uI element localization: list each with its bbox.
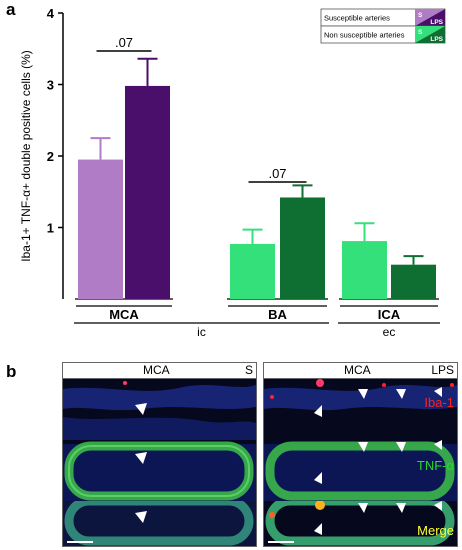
bars (78, 57, 436, 300)
arrowhead-icon (314, 405, 322, 417)
arrowhead-icon (314, 523, 322, 535)
panel-b-label: b (6, 362, 17, 381)
bar-ba-saline (230, 243, 275, 299)
significance-label: .07 (115, 35, 133, 50)
arrowhead-icon (135, 511, 147, 523)
legend-s-label: S (418, 12, 423, 19)
channel-label-merge: Merge (417, 523, 454, 538)
strip-iba1 (264, 379, 457, 440)
bar-chart: 1 2 3 4 Iba-1+ TNF-α+ double positive cells … (19, 6, 446, 339)
y-tick-label: 2 (47, 149, 54, 164)
arrowhead-icon (434, 501, 442, 511)
labels: MCA BA ICA .07 .07 ic ec (74, 35, 440, 339)
bar-mca-lps (125, 85, 170, 300)
legend-label: Non susceptible arteries (324, 31, 405, 40)
arrowhead-icon (135, 403, 147, 415)
bar-ba-lps (280, 197, 325, 299)
region-label: ec (383, 325, 396, 339)
bar-mca-saline (78, 159, 123, 299)
legend-s-label: S (418, 29, 423, 36)
strip-tnf (63, 440, 256, 501)
bar-ica-lps (391, 264, 436, 299)
channel-label-tnf: TNF-α (416, 458, 454, 473)
group-label: ICA (378, 307, 401, 322)
legend-lps-label: LPS (430, 36, 443, 43)
channel-label-iba1: Iba-1 (424, 395, 454, 410)
bar-ica-saline (342, 241, 387, 299)
legend-lps-label: LPS (430, 19, 443, 26)
strip-merge (264, 501, 457, 546)
micrograph-saline: MCA S (62, 362, 257, 547)
group-label: BA (268, 307, 287, 322)
region-label: ic (197, 325, 206, 339)
strip-merge (63, 501, 256, 546)
significance-label: .07 (268, 166, 286, 181)
arrowhead-icon (396, 503, 406, 513)
micrograph-panels: MCA S (0, 352, 462, 550)
y-tick-label: 3 (47, 78, 54, 93)
micrograph-condition-label: S (244, 363, 253, 377)
group-label: MCA (109, 307, 139, 322)
y-tick-label: 4 (47, 6, 55, 21)
micrograph-condition-label: LPS (431, 363, 454, 377)
strip-iba1 (63, 379, 256, 440)
y-axis-label: Iba-1+ TNF-α+ double positive cells (%) (19, 50, 33, 261)
micrograph-header: MCA S (63, 363, 256, 379)
arrowhead-icon (434, 387, 442, 397)
arrowhead-icon (396, 442, 406, 452)
micrograph-header: MCA LPS (264, 363, 457, 379)
strip-tnf (264, 440, 457, 501)
panel-a-label: a (6, 0, 16, 19)
legend-label: Susceptible arteries (324, 14, 390, 23)
arrowhead-icon (358, 503, 368, 513)
micrograph-lps: MCA LPS (263, 362, 458, 547)
legend: Susceptible arteries S LPS Non susceptible … (320, 8, 446, 44)
micrograph-artery-label: MCA (344, 363, 371, 377)
arrowhead-icon (135, 452, 147, 464)
arrowhead-icon (358, 389, 368, 399)
micrograph-artery-label: MCA (143, 363, 170, 377)
legend-swatch-lps (415, 9, 445, 26)
arrowhead-icon (314, 472, 322, 484)
arrowhead-icon (396, 389, 406, 399)
arrowhead-icon (358, 442, 368, 452)
arrowhead-icon (434, 440, 442, 450)
y-tick-label: 1 (47, 221, 54, 236)
legend-swatch-lps (415, 26, 445, 43)
